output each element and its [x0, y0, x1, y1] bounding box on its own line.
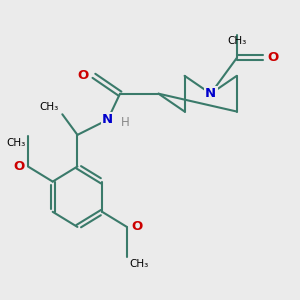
Text: CH₃: CH₃ [130, 259, 149, 269]
Text: H: H [121, 116, 130, 129]
Text: N: N [205, 87, 216, 100]
Text: O: O [268, 52, 279, 64]
Text: N: N [102, 113, 113, 126]
Text: O: O [14, 160, 25, 173]
Text: O: O [78, 69, 89, 82]
Text: O: O [131, 220, 142, 233]
Text: CH₃: CH₃ [39, 102, 58, 112]
Text: CH₃: CH₃ [6, 138, 25, 148]
Text: CH₃: CH₃ [227, 36, 246, 46]
